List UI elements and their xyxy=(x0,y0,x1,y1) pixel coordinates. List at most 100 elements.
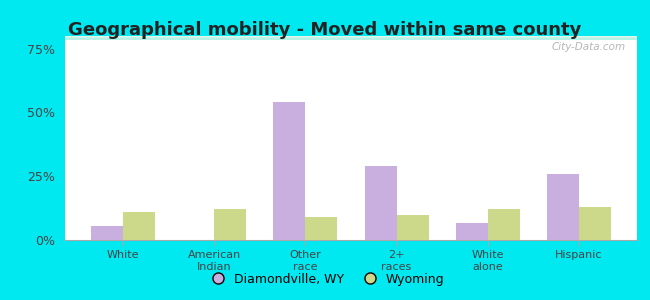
Bar xyxy=(65,36,637,38)
Bar xyxy=(65,37,637,39)
Bar xyxy=(65,38,637,40)
Bar xyxy=(65,36,637,38)
Bar xyxy=(65,37,637,39)
Bar xyxy=(65,37,637,38)
Bar xyxy=(65,37,637,39)
Bar xyxy=(65,36,637,38)
Bar xyxy=(65,37,637,39)
Bar xyxy=(65,36,637,38)
Bar xyxy=(65,36,637,38)
Text: City-Data.com: City-Data.com xyxy=(551,42,625,52)
Bar xyxy=(547,174,579,240)
Bar xyxy=(65,37,637,39)
Bar xyxy=(65,36,637,38)
Bar xyxy=(65,36,637,38)
Bar xyxy=(365,166,396,240)
Bar xyxy=(65,37,637,39)
Bar xyxy=(65,38,637,40)
Bar xyxy=(65,37,637,39)
Bar xyxy=(65,37,637,39)
Bar xyxy=(214,209,246,240)
Bar xyxy=(65,37,637,39)
Bar xyxy=(65,37,637,39)
Bar xyxy=(65,37,637,39)
Bar xyxy=(65,37,637,39)
Bar xyxy=(65,37,637,39)
Bar xyxy=(65,37,637,39)
Bar xyxy=(65,36,637,38)
Bar xyxy=(65,38,637,40)
Bar xyxy=(91,226,123,240)
Bar xyxy=(65,37,637,39)
Bar xyxy=(579,207,611,240)
Bar xyxy=(65,38,637,39)
Bar xyxy=(65,38,637,40)
Bar xyxy=(65,38,637,39)
Bar xyxy=(65,37,637,39)
Bar xyxy=(65,38,637,40)
Bar xyxy=(65,38,637,40)
Bar xyxy=(65,37,637,39)
Bar xyxy=(65,37,637,39)
Bar xyxy=(65,38,637,40)
Bar xyxy=(274,102,305,240)
Bar xyxy=(65,38,637,40)
Legend: Diamondville, WY, Wyoming: Diamondville, WY, Wyoming xyxy=(201,268,449,291)
Bar xyxy=(65,38,637,40)
Bar xyxy=(65,37,637,39)
Bar xyxy=(65,36,637,38)
Bar xyxy=(65,36,637,38)
Bar xyxy=(65,38,637,40)
Bar xyxy=(65,38,637,40)
Bar xyxy=(65,37,637,39)
Bar xyxy=(65,38,637,40)
Bar xyxy=(65,38,637,40)
Bar xyxy=(65,37,637,39)
Bar xyxy=(65,36,637,38)
Bar xyxy=(65,37,637,39)
Bar xyxy=(65,37,637,39)
Bar xyxy=(488,209,520,240)
Bar xyxy=(65,37,637,39)
Bar xyxy=(306,217,337,240)
Bar xyxy=(65,36,637,38)
Bar xyxy=(65,37,637,39)
Bar xyxy=(65,36,637,38)
Bar xyxy=(65,38,637,40)
Bar xyxy=(65,38,637,40)
Bar xyxy=(65,37,637,39)
Bar xyxy=(65,37,637,39)
Bar xyxy=(65,36,637,38)
Bar xyxy=(65,36,637,38)
Bar xyxy=(65,37,637,39)
Bar xyxy=(65,38,637,40)
Bar xyxy=(65,37,637,39)
Bar xyxy=(65,36,637,38)
Bar xyxy=(65,38,637,40)
Bar xyxy=(65,36,637,38)
Bar xyxy=(65,36,637,38)
Bar xyxy=(65,37,637,39)
Bar xyxy=(65,38,637,40)
Bar xyxy=(123,212,155,240)
Bar xyxy=(65,37,637,39)
Bar xyxy=(65,37,637,39)
Bar xyxy=(65,38,637,40)
Bar xyxy=(65,37,637,39)
Bar xyxy=(65,37,637,38)
Bar xyxy=(65,36,637,38)
Bar xyxy=(65,38,637,39)
Bar xyxy=(65,38,637,40)
Bar xyxy=(65,37,637,39)
Bar xyxy=(65,38,637,40)
Bar xyxy=(65,38,637,40)
Bar xyxy=(65,36,637,38)
Bar xyxy=(396,214,428,240)
Bar xyxy=(65,38,637,40)
Bar xyxy=(65,38,637,40)
Bar xyxy=(65,37,637,39)
Bar xyxy=(65,37,637,39)
Bar xyxy=(65,36,637,38)
Bar xyxy=(65,38,637,40)
Text: Geographical mobility - Moved within same county: Geographical mobility - Moved within sam… xyxy=(68,21,582,39)
